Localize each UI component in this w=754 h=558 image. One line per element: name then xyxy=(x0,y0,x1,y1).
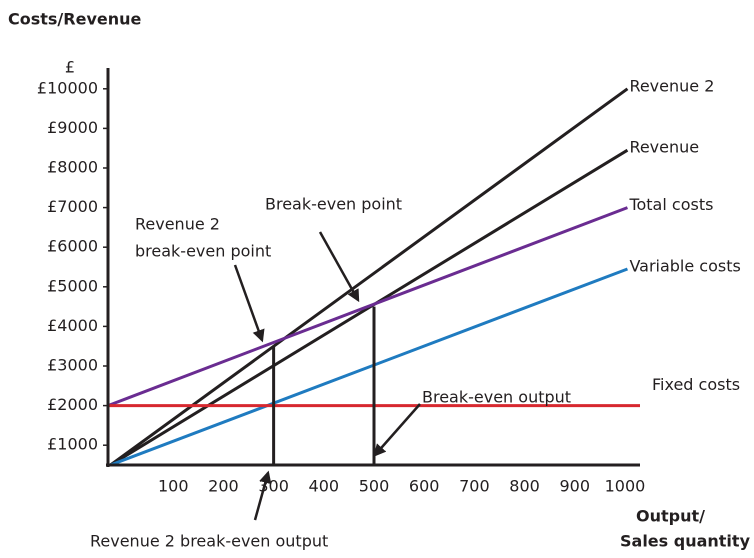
annotation: break-even point xyxy=(135,242,271,261)
y-tick-label: £2000 xyxy=(47,395,98,414)
x-axis-title: Sales quantity xyxy=(620,532,751,551)
annotation: Break-even point xyxy=(265,195,402,214)
x-tick-label: 400 xyxy=(309,477,340,496)
y-tick-label: £8000 xyxy=(47,157,98,176)
x-tick-label: 800 xyxy=(509,477,540,496)
annotation-arrow xyxy=(373,403,421,457)
x-tick-label: 1000 xyxy=(605,477,646,496)
y-tick-label: £7000 xyxy=(47,197,98,216)
y-tick-label: £9000 xyxy=(47,118,98,137)
y-tick-label: £5000 xyxy=(47,276,98,295)
annotation-arrow xyxy=(253,470,272,521)
series-label: Total costs xyxy=(628,195,713,214)
y-unit: £ xyxy=(65,58,75,77)
x-tick-label: 600 xyxy=(409,477,440,496)
series-label: Variable costs xyxy=(629,256,740,275)
y-tick-label: £1000 xyxy=(47,435,98,454)
y-tick-label: £10000 xyxy=(37,78,98,97)
series-label: Revenue xyxy=(629,138,699,157)
annotation: Break-even output xyxy=(422,388,571,407)
x-tick-label: 100 xyxy=(158,477,189,496)
y-tick-label: £3000 xyxy=(47,355,98,374)
annotation-arrow xyxy=(318,231,360,303)
series-label: Fixed costs xyxy=(652,375,740,394)
series-line xyxy=(109,267,628,467)
series-line xyxy=(107,206,628,408)
x-tick-label: 200 xyxy=(208,477,239,496)
x-tick-label: 700 xyxy=(459,477,490,496)
annotation-arrow xyxy=(233,264,265,343)
series-line xyxy=(109,87,629,467)
annotation: Revenue 2 xyxy=(135,215,220,234)
x-tick-label: 900 xyxy=(559,477,590,496)
x-tick-label: 500 xyxy=(359,477,390,496)
annotation: Revenue 2 break-even output xyxy=(90,532,328,551)
y-tick-label: £4000 xyxy=(47,316,98,335)
axis-title: Costs/Revenue xyxy=(8,10,142,29)
y-tick-label: £6000 xyxy=(47,237,98,256)
x-axis-title: Output/ xyxy=(636,507,705,526)
series-label: Revenue 2 xyxy=(629,76,714,95)
